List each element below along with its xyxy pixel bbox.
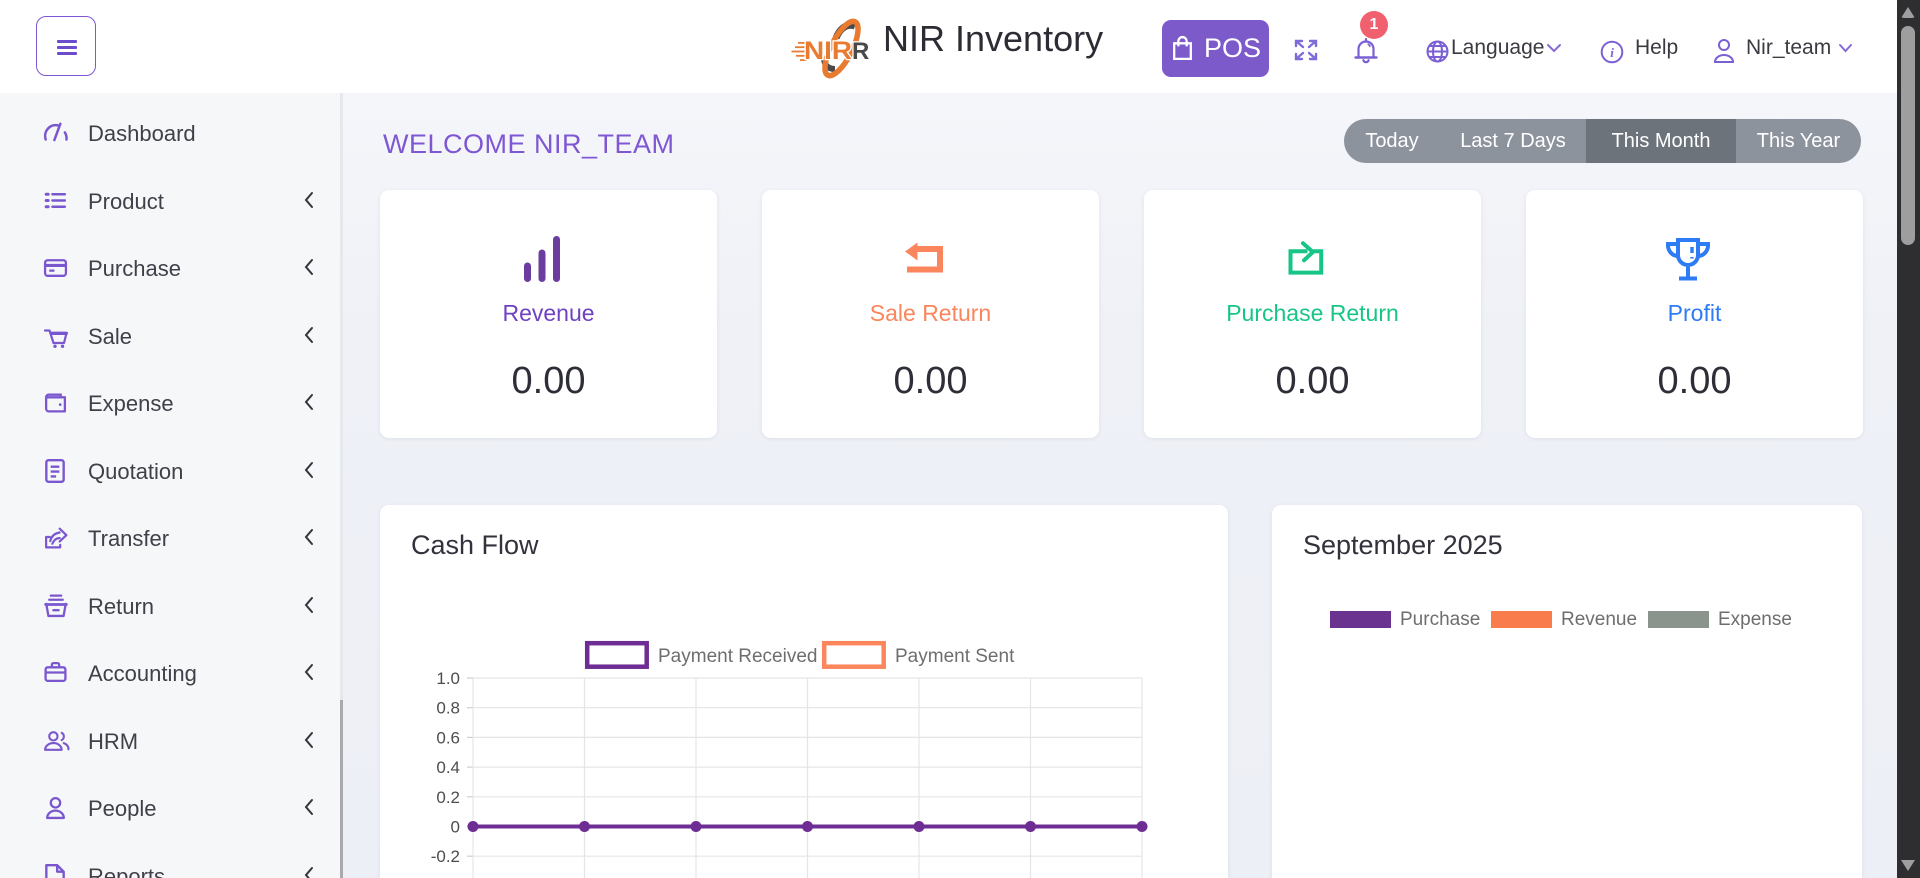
svg-text:NIR: NIR: [804, 37, 852, 65]
svg-text:R: R: [852, 38, 869, 65]
svg-text:0.4: 0.4: [436, 758, 460, 777]
svg-text:Payment Received: Payment Received: [658, 646, 817, 667]
svg-text:1.0: 1.0: [436, 669, 460, 688]
svg-text:0: 0: [451, 818, 460, 837]
svg-text:0.6: 0.6: [436, 728, 460, 747]
svg-text:-0.2: -0.2: [431, 847, 460, 866]
svg-text:0.8: 0.8: [436, 699, 460, 718]
svg-text:Payment Sent: Payment Sent: [895, 646, 1015, 667]
svg-text:0.2: 0.2: [436, 788, 460, 807]
svg-text:i: i: [1610, 45, 1614, 60]
